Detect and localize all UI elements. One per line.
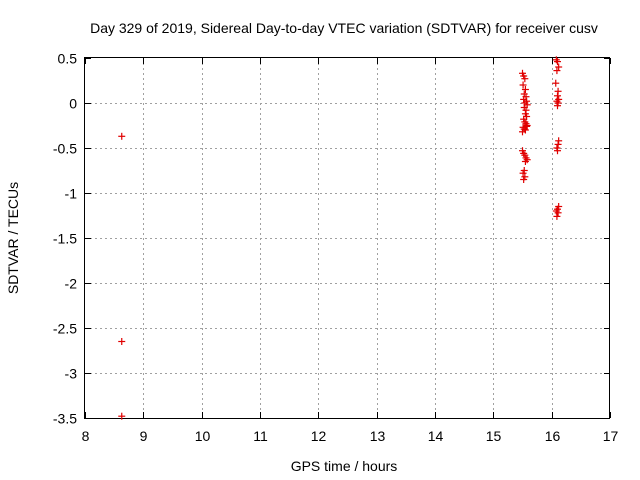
- y-tick-label: -1.5: [53, 231, 77, 247]
- x-tick-label: 10: [195, 428, 211, 444]
- data-points: [118, 56, 563, 420]
- y-tick-label: -3.5: [53, 411, 77, 427]
- data-point: [554, 58, 561, 66]
- grid: [85, 58, 610, 418]
- data-point: [523, 122, 531, 130]
- x-tick-label: 15: [486, 428, 502, 444]
- x-tick-label: 8: [82, 428, 90, 444]
- y-tick-labels: 0.5 0 -0.5 -1 -1.5 -2 -2.5 -3 -3.5: [53, 51, 77, 427]
- x-tick-label: 17: [603, 428, 619, 444]
- data-point: [553, 212, 561, 220]
- x-tick-label: 11: [253, 428, 268, 444]
- data-point: [554, 102, 561, 110]
- data-point: [521, 158, 529, 165]
- y-axis-label: SDTVAR / TECUs: [5, 182, 21, 294]
- x-axis-label: GPS time / hours: [291, 458, 398, 474]
- data-point: [555, 63, 563, 71]
- data-point: [118, 132, 126, 140]
- y-tick-label: -1: [65, 186, 78, 202]
- x-tick-label: 12: [311, 428, 327, 444]
- data-point: [519, 169, 527, 177]
- data-point: [520, 176, 528, 183]
- y-tick-label: -3: [65, 366, 78, 382]
- x-tick-label: 9: [140, 428, 148, 444]
- y-tick-label: 0.5: [58, 51, 78, 67]
- data-point: [554, 147, 561, 155]
- x-tick-label: 16: [545, 428, 561, 444]
- data-point: [118, 412, 126, 420]
- x-tick-label: 13: [370, 428, 386, 444]
- data-point: [519, 81, 527, 89]
- y-tick-label: -2.5: [53, 321, 77, 337]
- y-tick-label: -2: [65, 276, 78, 292]
- x-tick-label: 14: [428, 428, 444, 444]
- chart-title: Day 329 of 2019, Sidereal Day-to-day VTE…: [90, 20, 598, 36]
- y-tick-label: -0.5: [53, 141, 77, 157]
- data-point: [521, 86, 529, 93]
- data-point: [118, 338, 126, 345]
- data-point: [519, 128, 526, 136]
- data-point: [521, 75, 529, 83]
- y-tick-label: 0: [69, 96, 77, 112]
- data-point: [554, 140, 562, 148]
- data-point: [554, 209, 562, 217]
- x-tick-labels: 8 9 10 11 12 13 14 15 16 17: [82, 428, 619, 444]
- axis-ticks: [85, 58, 611, 419]
- data-point: [553, 67, 561, 75]
- data-point: [552, 79, 560, 87]
